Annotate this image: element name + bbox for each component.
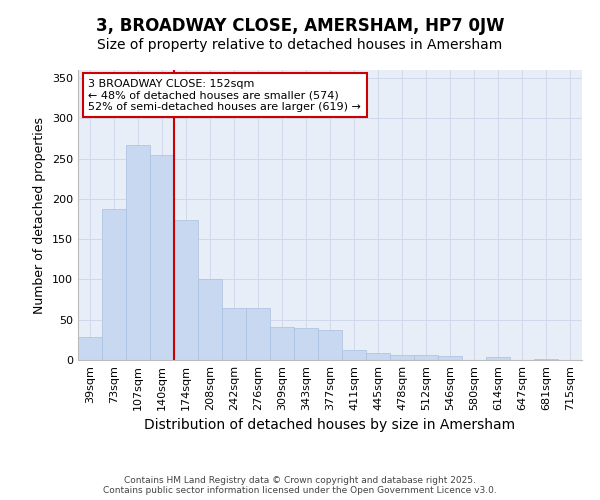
- Bar: [342, 350, 366, 360]
- Bar: [270, 327, 294, 360]
- Y-axis label: Number of detached properties: Number of detached properties: [34, 116, 46, 314]
- Bar: [294, 328, 318, 360]
- Text: 3, BROADWAY CLOSE, AMERSHAM, HP7 0JW: 3, BROADWAY CLOSE, AMERSHAM, HP7 0JW: [96, 17, 504, 35]
- Bar: [534, 359, 558, 360]
- Bar: [78, 336, 102, 360]
- Bar: [198, 280, 222, 360]
- Text: 3 BROADWAY CLOSE: 152sqm
← 48% of detached houses are smaller (574)
52% of semi-: 3 BROADWAY CLOSE: 152sqm ← 48% of detach…: [88, 78, 361, 112]
- Bar: [486, 357, 510, 360]
- Bar: [126, 145, 150, 360]
- Text: Contains HM Land Registry data © Crown copyright and database right 2025.
Contai: Contains HM Land Registry data © Crown c…: [103, 476, 497, 495]
- Bar: [318, 330, 342, 360]
- Bar: [414, 355, 438, 360]
- Bar: [366, 353, 390, 360]
- Bar: [102, 210, 126, 360]
- Bar: [222, 308, 246, 360]
- Text: Size of property relative to detached houses in Amersham: Size of property relative to detached ho…: [97, 38, 503, 52]
- Bar: [390, 355, 414, 360]
- Bar: [246, 308, 270, 360]
- Bar: [174, 220, 198, 360]
- Bar: [438, 356, 462, 360]
- Bar: [150, 154, 174, 360]
- X-axis label: Distribution of detached houses by size in Amersham: Distribution of detached houses by size …: [145, 418, 515, 432]
